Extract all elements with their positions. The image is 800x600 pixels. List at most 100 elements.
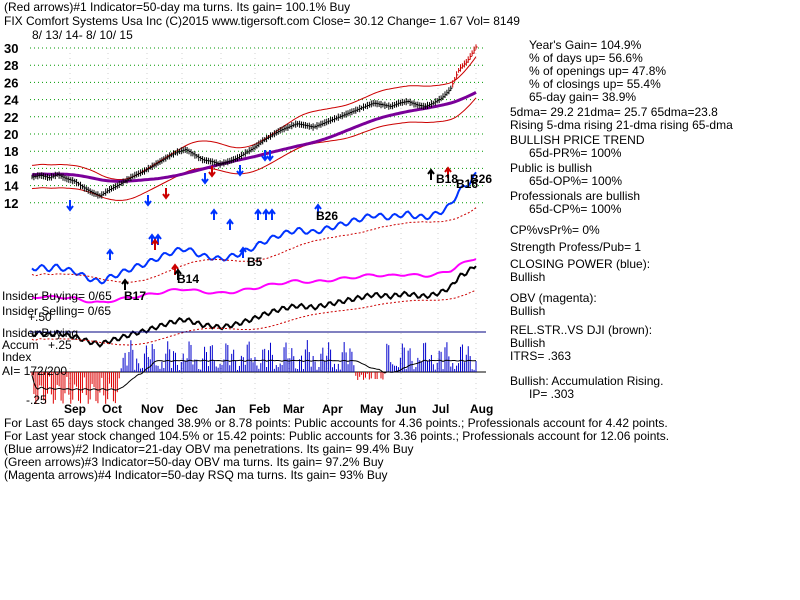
blue-up-arrow [262, 208, 270, 220]
price-tick-18: 18 [4, 144, 18, 159]
lower-band-line [31, 97, 477, 201]
ai-label: AI= 172/200 [2, 364, 67, 378]
relative-strength-ma-line [31, 289, 477, 346]
stat-itrs: ITRS= .363 [510, 349, 571, 363]
annotation-b5: B5 [247, 255, 263, 269]
price-tick-30: 30 [4, 41, 18, 56]
stat-price-trend: BULLISH PRICE TREND [510, 133, 645, 147]
month-label-nov: Nov [141, 402, 164, 416]
blue-up-arrow [254, 208, 262, 220]
annotation-b26-b: B26 [470, 172, 492, 186]
accum-plus-25: +.25 [48, 338, 72, 352]
blue-down-arrow [266, 150, 274, 162]
index-label: Index [2, 350, 31, 364]
closing-power-ma-line [31, 207, 477, 283]
price-tick-16: 16 [4, 161, 18, 176]
annotation-b14: B14 [177, 272, 199, 286]
blue-down-arrow [144, 195, 152, 207]
accum-index-bars [31, 340, 477, 404]
price-tick-24: 24 [4, 93, 19, 108]
blue-up-arrow [268, 208, 276, 220]
relative-strength-line [31, 265, 477, 348]
month-label-dec: Dec [176, 402, 198, 416]
red-down-arrow [208, 166, 216, 178]
stats-panel: Year's Gain= 104.9% % of days up= 56.6% … [510, 38, 733, 401]
price-grid [30, 47, 486, 402]
date-range: 8/ 13/ 14- 8/ 10/ 15 [32, 28, 133, 42]
accum-minus-25: -.25 [26, 393, 47, 407]
stat-65d-cp: 65d-CP%= 100% [529, 202, 622, 216]
blue-up-arrow [106, 248, 114, 260]
price-tick-12: 12 [4, 196, 18, 211]
stat-days-up: % of days up= 56.6% [529, 51, 643, 65]
black-up-arrow [121, 278, 129, 290]
insider-buying-label: Insider Buying [2, 326, 78, 340]
footer: For Last 65 days stock changed 38.9% or … [4, 416, 669, 482]
ma65-line [31, 91, 477, 183]
price-tick-14: 14 [4, 179, 19, 194]
blue-up-arrow [226, 218, 234, 230]
blue-up-arrow [210, 208, 218, 220]
footer-65-days: For Last 65 days stock changed 38.9% or … [4, 416, 668, 430]
stat-professionals-bullish: Professionals are bullish [510, 189, 640, 203]
stat-dma: 5dma= 29.2 21dma= 25.7 65dma=23.8 [510, 105, 718, 119]
month-label-jul: Jul [432, 402, 449, 416]
stat-closing-power: CLOSING POWER (blue): [510, 257, 650, 271]
stat-years-gain: Year's Gain= 104.9% [529, 38, 642, 52]
month-label-jun: Jun [395, 402, 416, 416]
annotation-b18: B18 [436, 172, 458, 186]
month-label-may: May [360, 402, 384, 416]
blue-down-arrow [236, 165, 244, 177]
price-bars [31, 85, 453, 199]
stat-public-bullish: Public is bullish [510, 161, 592, 175]
accum-plus-50: +.50 [28, 310, 52, 324]
stat-closings-up: % of closings up= 55.4% [529, 77, 661, 91]
stat-openings-up: % of openings up= 47.8% [529, 64, 666, 78]
stat-65d-pr: 65d-PR%= 100% [529, 146, 622, 160]
month-labels: Sep Oct Nov Dec Jan Feb Mar Apr May Jun … [64, 402, 493, 416]
price-tick-20: 20 [4, 127, 18, 142]
stat-relstr-value: Bullish [510, 336, 545, 350]
month-label-apr: Apr [322, 402, 343, 416]
stat-obv: OBV (magenta): [510, 291, 597, 305]
blue-down-arrow [201, 173, 209, 185]
stat-accumulation: Bullish: Accumulation Rising. [510, 374, 663, 388]
annotation-b16: B16 [456, 177, 478, 191]
stat-65d-op: 65d-OP%= 100% [529, 174, 622, 188]
footer-blue-arrows: (Blue arrows)#2 Indicator=21-day OBV ma … [4, 442, 414, 456]
footer-last-year: For Last year stock changed 104.5% or 15… [4, 429, 669, 443]
month-label-jan: Jan [215, 402, 236, 416]
black-up-arrow [174, 268, 182, 280]
price-tick-26: 26 [4, 75, 18, 90]
accum-label: Accum [2, 338, 39, 352]
blue-up-arrow [239, 246, 247, 258]
stat-65-day-gain: 65-day gain= 38.9% [529, 90, 636, 104]
month-label-aug: Aug [470, 402, 493, 416]
blue-up-arrow [314, 203, 322, 215]
red-up-arrow [151, 238, 159, 250]
stat-obv-value: Bullish [510, 304, 545, 318]
footer-green-arrows: (Green arrows)#3 Indicator=50-day OBV ma… [4, 455, 384, 469]
stat-strength-profess-pub: Strength Profess/Pub= 1 [510, 240, 641, 254]
closing-power-line [31, 171, 477, 285]
price-axis-ticks: 30 28 26 24 22 20 18 16 14 12 [4, 41, 19, 211]
header-ticker-line: FIX Comfort Systems Usa Inc (C)2015 www.… [4, 14, 520, 28]
month-label-sep: Sep [64, 402, 86, 416]
month-label-mar: Mar [283, 402, 305, 416]
stat-closing-power-value: Bullish [510, 270, 545, 284]
black-up-arrow [427, 168, 435, 180]
insider-buying-ratio: Insider Buying= 0/65 [2, 289, 112, 303]
last-price-bars [452, 44, 478, 88]
month-label-oct: Oct [102, 402, 122, 416]
red-up-arrow [444, 166, 452, 178]
blue-down-arrow [66, 200, 74, 212]
stat-relstr: REL.STR..VS DJI (brown): [510, 323, 652, 337]
footer-magenta-arrows: (Magenta arrows)#4 Indicator=50-day RSQ … [4, 468, 388, 482]
price-tick-28: 28 [4, 58, 18, 73]
header-indicator-1: (Red arrows)#1 Indicator=50-day ma turns… [4, 0, 350, 14]
red-down-arrow [162, 188, 170, 200]
stat-rising-dma: Rising 5-dma rising 21-dma rising 65-dma [510, 118, 733, 132]
signal-arrows [66, 150, 452, 290]
obv-line [31, 258, 477, 304]
